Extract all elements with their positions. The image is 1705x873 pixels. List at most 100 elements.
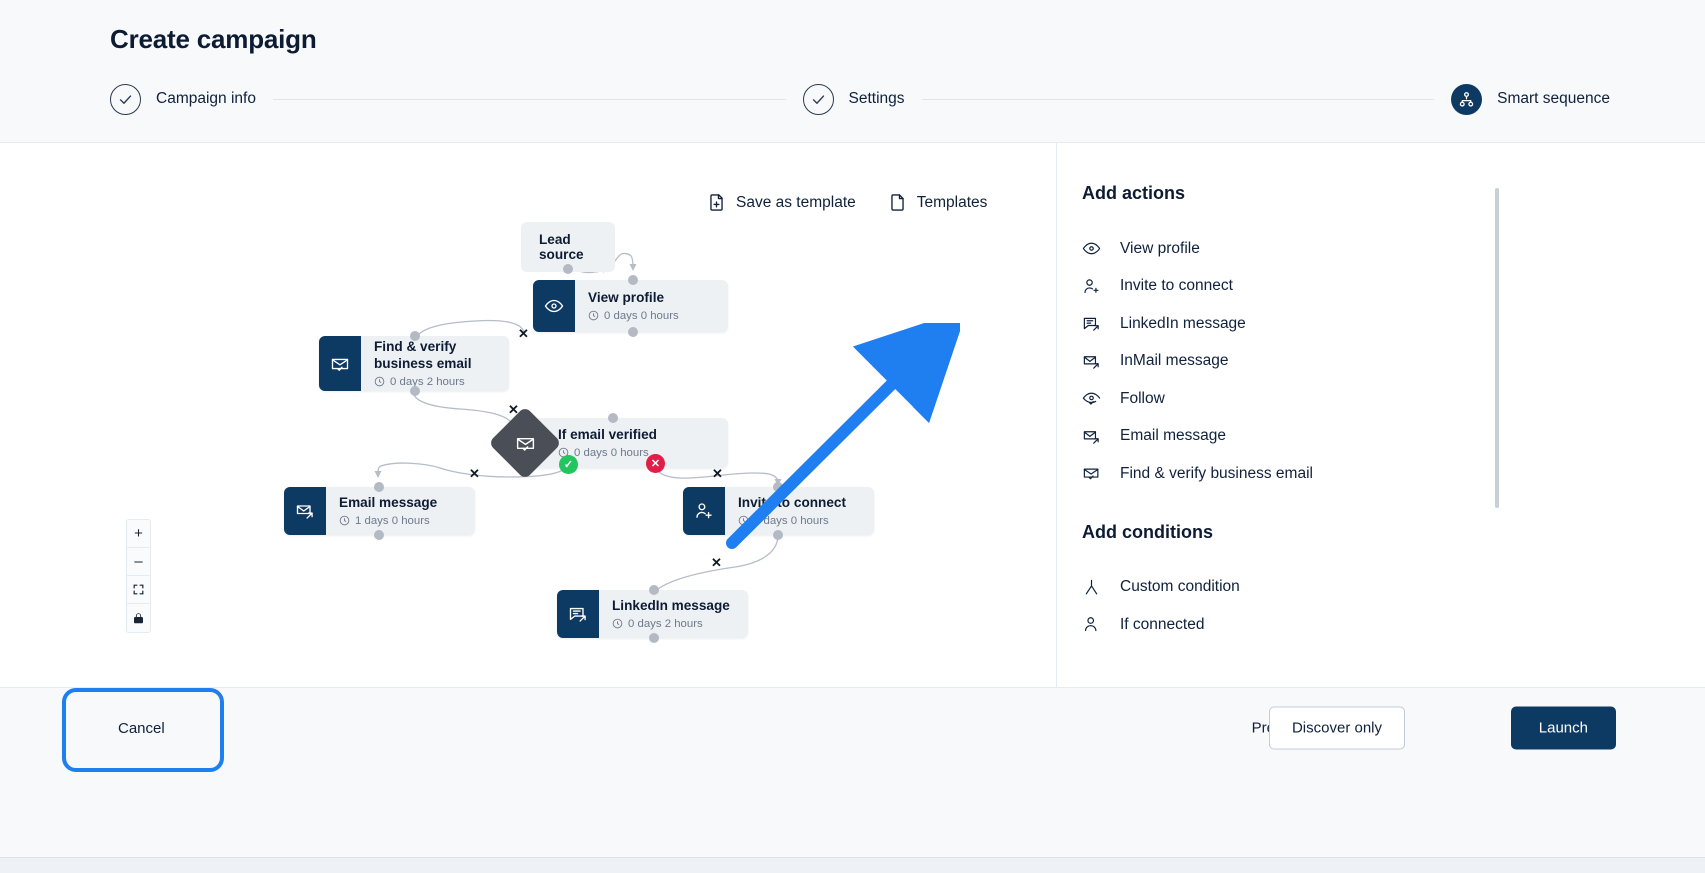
chat-send-icon <box>569 607 586 622</box>
add-actions-heading: Add actions <box>1082 183 1186 203</box>
node-view-profile-icon-box <box>533 280 575 332</box>
action-item-linkedin-message[interactable]: LinkedIn message <box>1082 305 1705 343</box>
node-view-profile-title: View profile <box>588 290 665 306</box>
mail-check-icon <box>1082 464 1101 483</box>
branch-yes-marker[interactable]: ✓ <box>559 455 578 474</box>
node-view-profile-in-port[interactable] <box>628 275 638 285</box>
fullscreen-icon <box>133 584 144 595</box>
mail-send-icon <box>1082 352 1101 371</box>
check-icon <box>119 94 132 104</box>
node-invite-to-connect-in-port[interactable] <box>773 482 783 492</box>
edge-delete-find-to-cond[interactable]: ✕ <box>508 402 519 417</box>
branch-no-marker[interactable]: ✕ <box>646 454 665 473</box>
clock-icon <box>374 376 385 387</box>
node-find-verify-email-in-port[interactable] <box>410 331 420 341</box>
node-lead-source-out-port[interactable] <box>563 264 573 274</box>
node-invite-to-connect-body: Invite to connect 0 days 0 hours <box>725 487 862 535</box>
sitemap-icon <box>1459 91 1474 107</box>
lock-canvas-button[interactable] <box>127 604 150 632</box>
action-item-find-verify-email[interactable]: Find & verify business email <box>1082 455 1705 493</box>
node-if-email-verified-diamond[interactable] <box>488 406 562 480</box>
condition-item-custom-condition-label: Custom condition <box>1120 578 1240 596</box>
templates-button[interactable]: Templates <box>888 193 987 212</box>
node-find-verify-email-out-port[interactable] <box>410 386 420 396</box>
node-invite-to-connect-out-port[interactable] <box>773 530 783 540</box>
condition-item-custom-condition[interactable]: Custom condition <box>1082 569 1705 607</box>
condition-item-if-connected[interactable]: If connected <box>1082 606 1705 644</box>
zoom-in-button[interactable]: + <box>127 520 150 548</box>
page-footer <box>0 687 1705 857</box>
save-as-template-label: Save as template <box>736 193 856 211</box>
mail-send-icon <box>296 505 313 519</box>
eye-icon <box>1082 239 1101 258</box>
node-linkedin-message[interactable]: LinkedIn message 0 days 2 hours <box>557 585 748 643</box>
clock-icon <box>588 310 599 321</box>
node-view-profile-subtitle: 0 days 0 hours <box>588 310 679 322</box>
node-view-profile-body: View profile 0 days 0 hours <box>575 280 695 332</box>
node-invite-to-connect[interactable]: Invite to connect 0 days 0 hours <box>683 482 874 540</box>
action-item-email-message-label: Email message <box>1120 427 1226 445</box>
lock-icon <box>134 612 143 623</box>
node-linkedin-message-in-port[interactable] <box>649 585 659 595</box>
page-header: Create campaign Campaign info Settings <box>0 0 1705 143</box>
node-linkedin-message-icon-box <box>557 590 599 638</box>
node-email-message-subtitle: 1 days 0 hours <box>339 515 437 527</box>
add-actions-panel: Add actions View profile Invite to conne… <box>1056 143 1705 687</box>
node-invite-to-connect-subtitle: 0 days 0 hours <box>738 515 846 527</box>
action-item-follow[interactable]: Follow <box>1082 380 1705 418</box>
panel-scrollbar[interactable] <box>1495 188 1499 508</box>
node-view-profile[interactable]: View profile 0 days 0 hours <box>533 275 728 337</box>
fit-view-button[interactable] <box>127 576 150 604</box>
step-smart-sequence-label: Smart sequence <box>1497 90 1610 107</box>
node-view-profile-out-port[interactable] <box>628 327 638 337</box>
node-linkedin-message-subtitle: 0 days 2 hours <box>612 618 730 630</box>
action-item-email-message[interactable]: Email message <box>1082 418 1705 456</box>
node-find-verify-email-subtitle: 0 days 2 hours <box>374 376 493 388</box>
action-item-inmail-message[interactable]: InMail message <box>1082 343 1705 381</box>
file-plus-icon <box>710 194 723 211</box>
node-email-message-out-port[interactable] <box>374 530 384 540</box>
node-find-verify-email[interactable]: Find & verify business email 0 days 2 ho… <box>319 331 509 396</box>
launch-button[interactable]: Launch <box>1510 706 1616 750</box>
mail-send-icon <box>1082 427 1101 446</box>
node-if-email-verified-title: If email verified <box>558 427 657 443</box>
cancel-button[interactable]: Cancel <box>100 710 183 747</box>
canvas-zoom-controls: + – <box>126 519 151 633</box>
node-email-message-in-port[interactable] <box>374 482 384 492</box>
node-linkedin-message-body: LinkedIn message 0 days 2 hours <box>599 590 746 638</box>
edge-delete-view-to-find[interactable]: ✕ <box>518 326 529 341</box>
discover-only-button[interactable]: Discover only <box>1268 706 1405 750</box>
condition-item-if-connected-label: If connected <box>1120 615 1205 633</box>
edge-delete-invite-to-linkedin[interactable]: ✕ <box>711 555 722 570</box>
node-lead-source-title: Lead source <box>539 232 584 262</box>
step-smart-sequence[interactable]: Smart sequence <box>1451 83 1610 115</box>
node-if-email-verified-delay: 0 days 0 hours <box>574 446 649 459</box>
action-item-invite-to-connect[interactable]: Invite to connect <box>1082 268 1705 306</box>
branch-icon <box>1082 578 1101 597</box>
node-email-message-body: Email message 1 days 0 hours <box>326 487 453 535</box>
node-if-email-verified-in-port[interactable] <box>608 413 618 423</box>
node-lead-source[interactable]: Lead source <box>521 222 615 274</box>
add-conditions-heading: Add conditions <box>1082 521 1213 542</box>
action-item-inmail-message-label: InMail message <box>1120 352 1229 370</box>
bottom-strip <box>0 857 1705 873</box>
node-invite-to-connect-title: Invite to connect <box>738 495 847 511</box>
step-campaign-info[interactable]: Campaign info <box>110 83 256 115</box>
chat-send-icon <box>1082 314 1101 333</box>
step-settings-label: Settings <box>848 90 905 107</box>
clock-icon <box>738 515 749 526</box>
action-item-view-profile[interactable]: View profile <box>1082 230 1705 268</box>
save-as-template-button[interactable]: Save as template <box>707 193 856 212</box>
node-email-message[interactable]: Email message 1 days 0 hours <box>284 482 475 540</box>
clock-icon <box>612 618 623 629</box>
node-linkedin-message-out-port[interactable] <box>649 633 659 643</box>
sequence-canvas[interactable]: Save as template Templates <box>0 143 1155 687</box>
action-item-follow-label: Follow <box>1120 389 1165 407</box>
edge-delete-cond-to-email[interactable]: ✕ <box>469 466 480 481</box>
diamond-icon-holder <box>499 417 551 469</box>
edge-delete-cond-to-invite[interactable]: ✕ <box>712 466 723 481</box>
page-title: Create campaign <box>110 24 317 54</box>
zoom-out-button[interactable]: – <box>127 548 150 576</box>
step-settings[interactable]: Settings <box>802 83 905 115</box>
action-item-find-verify-email-label: Find & verify business email <box>1120 464 1313 482</box>
